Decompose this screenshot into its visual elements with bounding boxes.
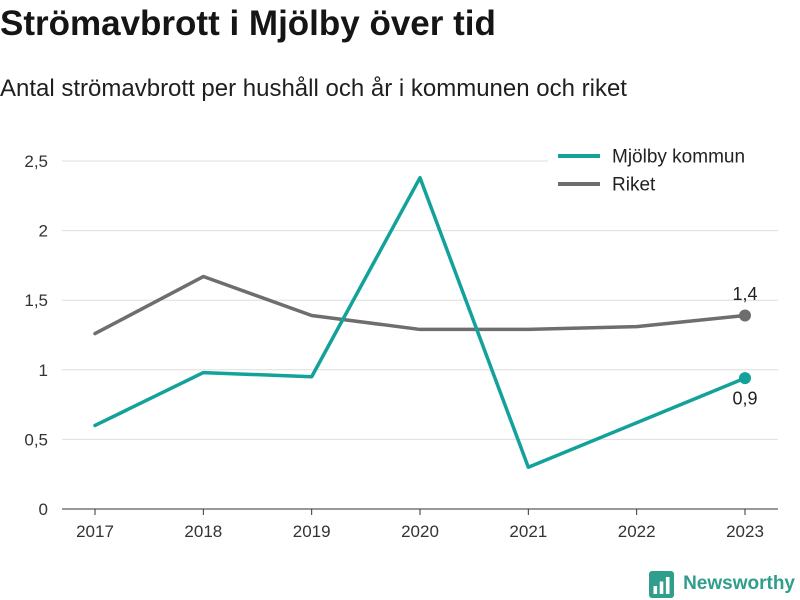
- line-chart: 0 0,5 1 1,5 2 2,5 2017 2018 2019 2020 2021 2022 202…: [24, 140, 778, 541]
- data-point: [91, 421, 99, 429]
- data-point: [524, 463, 532, 471]
- end-value-label: 1,4: [732, 284, 757, 304]
- brand-name: Newsworthy: [683, 573, 795, 594]
- data-point: [633, 323, 641, 331]
- data-point: [199, 369, 207, 377]
- series-group: 1,4 0,9: [91, 174, 758, 471]
- data-point: [308, 373, 316, 381]
- y-tick-label: 2,5: [24, 152, 48, 171]
- series-mjolby-kommun: 0,9: [91, 174, 758, 471]
- y-axis: 0 0,5 1 1,5 2 2,5: [24, 152, 48, 519]
- x-tick-label: 2018: [184, 522, 222, 541]
- legend-label: Riket: [612, 175, 656, 196]
- newsworthy-logo: Newsworthy: [649, 570, 795, 598]
- legend: Mjölby kommun Riket: [548, 140, 778, 200]
- y-tick-label: 1,5: [24, 291, 48, 310]
- end-point-marker: [739, 309, 751, 322]
- x-tick-label: 2020: [401, 522, 439, 541]
- y-tick-label: 1: [39, 361, 48, 380]
- y-tick-label: 2: [39, 222, 48, 241]
- data-point: [199, 273, 207, 281]
- y-tick-label: 0,5: [24, 430, 48, 449]
- data-point: [91, 330, 99, 338]
- data-point: [308, 312, 316, 320]
- legend-item-riket: Riket: [558, 175, 656, 196]
- x-axis: 2017 2018 2019 2020 2021 2022 2023: [62, 508, 778, 541]
- legend-item-mjolby-kommun: Mjölby kommun: [558, 147, 745, 168]
- series-riket: 1,4: [91, 273, 758, 338]
- riket-line: [93, 274, 747, 336]
- chart-title: Strömavbrott i Mjölby över tid: [0, 4, 496, 43]
- gridlines: [62, 160, 778, 440]
- x-tick-label: 2019: [293, 522, 331, 541]
- data-point: [524, 325, 532, 333]
- end-point-marker: [739, 372, 751, 385]
- chart-subtitle: Antal strömavbrott per hushåll och år i …: [0, 75, 627, 102]
- x-tick-label: 2022: [618, 522, 656, 541]
- data-point: [633, 419, 641, 427]
- x-tick-label: 2017: [76, 522, 114, 541]
- bar-chart-icon: [649, 570, 675, 598]
- legend-background: [548, 140, 778, 200]
- data-point: [416, 174, 424, 182]
- end-value-label: 0,9: [732, 388, 757, 408]
- x-tick-label: 2023: [726, 522, 764, 541]
- mjolby-kommun-line: [93, 175, 747, 469]
- legend-label: Mjölby kommun: [612, 147, 745, 168]
- data-point: [416, 325, 424, 333]
- y-tick-label: 0: [39, 500, 48, 519]
- x-tick-label: 2021: [509, 522, 547, 541]
